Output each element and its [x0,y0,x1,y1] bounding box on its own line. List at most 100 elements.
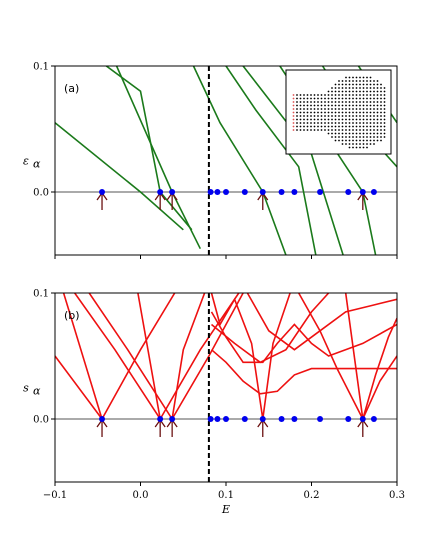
inset-site [362,104,365,107]
inset-site [359,118,361,121]
series-line-b-0 [55,293,176,421]
inset-site [373,104,375,107]
inset-site [324,97,326,100]
inset-site [310,101,312,103]
inset-site [380,90,382,93]
inset-site [296,108,298,110]
inset-site [334,83,337,86]
inset-site [334,94,337,96]
zero-point-a-10 [317,189,324,195]
inset-site [310,111,312,114]
inset-site [331,108,333,110]
inset-site [306,94,309,96]
inset-site [348,132,351,135]
inset-site [324,108,326,110]
inset-site [320,108,323,110]
inset-site [327,115,330,117]
series-line-b-6 [210,293,291,420]
inset-site [369,111,372,114]
inset-site [366,146,368,149]
inset-site [383,115,386,117]
zero-point-b-13 [370,416,377,422]
inset-site [306,122,309,124]
inset-site [362,139,365,142]
inset-site [355,97,358,100]
inset-site [341,104,344,107]
inset-site [345,129,347,131]
panel-b: 0.0 0.1 −0.1 0.0 0.1 0.2 0.3 s α E (b) [23,289,405,517]
inset-site [362,111,365,114]
zero-point-a-9 [291,189,298,195]
inset-site [338,132,340,135]
inset-site [373,90,375,93]
inset-site [359,122,361,124]
inset-site [292,97,295,100]
inset-site [341,83,344,86]
inset-site [373,108,375,110]
inset-site [292,122,295,124]
inset-site [383,136,386,138]
inset-site [313,97,316,100]
inset-site [341,97,344,100]
inset-site [296,94,298,96]
inset-site [327,104,330,107]
inset-site [334,97,337,100]
inset-site [366,111,368,114]
inset-site [331,87,333,89]
inset-site [373,83,375,86]
inset-site [320,122,323,124]
inset-site [338,108,340,110]
inset-site [310,94,312,96]
inset-site [324,104,326,107]
inset-site [355,94,358,96]
inset-site [313,108,316,110]
inset-site [303,108,305,110]
inset-site [299,97,302,100]
inset-site [366,94,368,96]
inset-site [334,90,337,93]
inset-site [352,101,354,103]
inset-site [299,94,302,96]
inset-site [380,97,382,100]
zero-point-a-12 [359,189,366,195]
y-axis-label-sub-b: α [33,385,41,398]
inset-site [380,83,382,86]
inset-site [355,76,358,79]
zero-point-a-5 [223,189,229,195]
inset-site [331,97,333,100]
inset-site [369,115,372,117]
series-line-b-5 [171,293,206,420]
inset-site [352,132,354,135]
inset-site [355,143,358,145]
inset-site [303,125,305,128]
inset-site [341,129,344,131]
inset-site [362,101,365,103]
zero-point-b-1 [157,416,164,422]
inset-site [313,122,316,124]
inset-site [320,118,323,121]
zero-point-a-6 [241,189,248,195]
inset-site [359,76,361,79]
inset-site [352,122,354,124]
inset-site [338,111,340,114]
inset-site [327,111,330,114]
inset-site [373,139,375,142]
inset-site [373,87,375,89]
inset-site [369,136,372,138]
inset-site [320,125,323,128]
inset-site [345,143,347,145]
inset-site [376,132,379,135]
inset-site [306,129,309,131]
inset-site [317,104,319,107]
inset-site [355,111,358,114]
inset-site [292,115,295,117]
inset-site [327,132,330,135]
series-line-b-10 [298,293,397,421]
inset-site [327,118,330,121]
panel-label-b: (b) [64,309,80,322]
inset-site [331,90,333,93]
inset-site [306,115,309,117]
inset-site [292,129,295,131]
inset-site [380,108,382,110]
inset-site [383,104,386,107]
